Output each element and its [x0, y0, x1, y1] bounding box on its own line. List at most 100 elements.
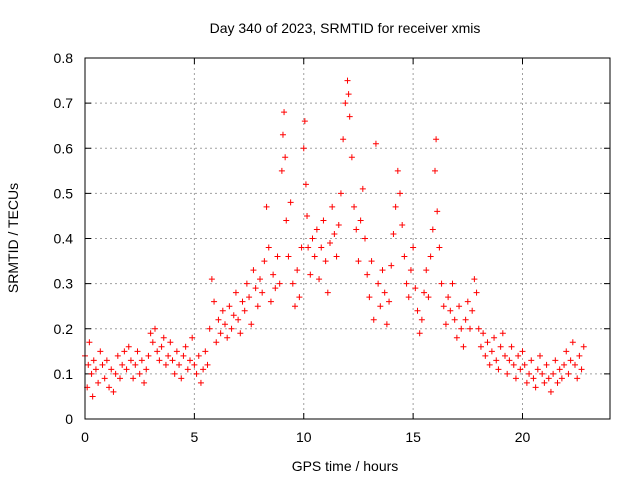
data-point: [252, 285, 259, 292]
data-point: [178, 375, 185, 382]
data-point: [532, 384, 539, 391]
data-point: [145, 352, 152, 359]
data-point: [340, 136, 347, 143]
data-point: [127, 357, 134, 364]
data-point: [510, 361, 517, 368]
data-point: [375, 280, 382, 287]
data-point: [211, 298, 218, 305]
data-point: [267, 298, 274, 305]
data-point: [176, 361, 183, 368]
data-point: [141, 379, 148, 386]
data-point: [318, 244, 325, 251]
data-point: [90, 357, 97, 364]
data-point: [364, 271, 371, 278]
data-point: [322, 258, 329, 265]
data-point: [552, 357, 559, 364]
data-point: [337, 190, 344, 197]
y-tick-label: 0.2: [54, 321, 74, 337]
data-point: [106, 384, 113, 391]
data-point: [421, 289, 428, 296]
data-point: [359, 185, 366, 192]
data-point: [456, 303, 463, 310]
x-tick-label: 0: [81, 429, 89, 445]
data-point: [530, 375, 537, 382]
data-point: [471, 276, 478, 283]
data-point: [370, 316, 377, 323]
data-point: [261, 258, 268, 265]
data-point: [110, 388, 117, 395]
data-point: [394, 167, 401, 174]
data-point: [412, 285, 419, 292]
y-tick-label: 0.8: [54, 50, 74, 66]
data-point: [537, 352, 543, 359]
data-point: [197, 379, 204, 386]
data-point: [445, 294, 452, 301]
data-point: [390, 230, 397, 237]
data-point: [392, 203, 399, 210]
data-point: [460, 343, 467, 350]
data-point: [561, 361, 568, 368]
data-point: [403, 280, 410, 287]
data-point: [180, 352, 187, 359]
data-point: [405, 294, 412, 301]
data-point: [333, 253, 340, 260]
data-point: [173, 348, 180, 355]
data-point: [246, 294, 253, 301]
data-point: [440, 303, 447, 310]
data-point: [154, 348, 161, 355]
data-point: [254, 303, 261, 310]
data-point: [263, 203, 270, 210]
data-point: [202, 348, 209, 355]
data-point: [222, 321, 228, 328]
data-point: [285, 253, 292, 260]
data-point: [383, 321, 390, 328]
data-point: [567, 357, 574, 364]
data-point: [301, 118, 308, 125]
data-point: [550, 370, 557, 377]
y-tick-label: 0.7: [54, 95, 74, 111]
data-point: [414, 307, 421, 314]
y-tick-label: 0.4: [54, 231, 74, 247]
data-point: [565, 370, 572, 377]
y-tick-label: 0.1: [54, 366, 74, 382]
data-point: [517, 366, 524, 373]
data-point: [270, 271, 277, 278]
data-point: [182, 343, 189, 350]
data-point: [462, 316, 469, 323]
data-point: [578, 366, 585, 373]
data-point: [580, 343, 587, 350]
data-point: [316, 276, 323, 283]
data-point: [147, 330, 154, 337]
data-point: [423, 267, 430, 274]
data-point: [351, 203, 358, 210]
x-axis-label: GPS time / hours: [292, 458, 399, 474]
data-point: [451, 316, 458, 323]
data-point: [331, 230, 338, 237]
data-point: [121, 348, 128, 355]
data-point: [534, 366, 541, 373]
data-point: [114, 352, 121, 359]
y-tick-label: 0.3: [54, 276, 74, 292]
data-point: [523, 379, 530, 386]
data-point: [484, 339, 491, 346]
data-point: [342, 100, 349, 107]
data-point: [362, 235, 368, 242]
data-point: [563, 348, 570, 355]
data-point: [504, 370, 511, 377]
data-point: [307, 271, 314, 278]
data-point: [274, 253, 281, 260]
data-points: [82, 77, 587, 400]
x-tick-label: 5: [190, 429, 198, 445]
data-point: [123, 366, 130, 373]
data-point: [160, 334, 167, 341]
data-point: [92, 366, 99, 373]
data-point: [305, 244, 312, 251]
data-point: [184, 366, 191, 373]
data-point: [477, 343, 484, 350]
data-point: [432, 167, 438, 174]
data-point: [311, 253, 318, 260]
data-point: [230, 312, 237, 319]
data-point: [309, 235, 316, 242]
data-point: [442, 321, 449, 328]
data-point: [302, 181, 309, 188]
